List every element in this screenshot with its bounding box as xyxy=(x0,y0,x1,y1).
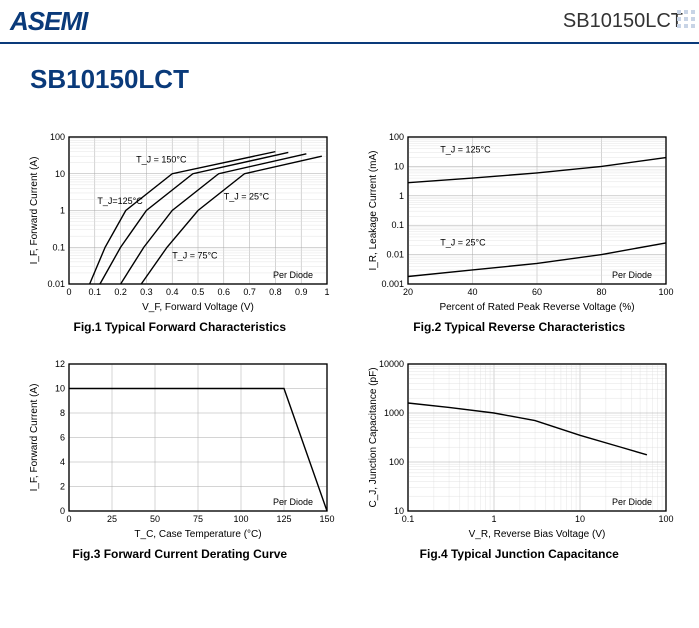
svg-text:0.5: 0.5 xyxy=(191,287,204,297)
svg-text:125: 125 xyxy=(276,514,291,524)
fig3-chart: 0 25 50 75 100 125 150 0 2 4 6 8 10 12 Per Diode T_C, C… xyxy=(25,356,335,541)
svg-text:I_F, Forward Current (A): I_F, Forward Current (A) xyxy=(29,157,40,265)
svg-text:10: 10 xyxy=(55,384,65,394)
fig4-block: 0.111010010100100010000Per DiodeV_R, Rev… xyxy=(362,356,678,561)
svg-text:C_J, Junction Capacitance (pF): C_J, Junction Capacitance (pF) xyxy=(368,367,379,507)
fig2-chart: 20 40 60 80 100 0.001 0.01 0.1 1 10 100 T_J = 125°C… xyxy=(364,129,674,314)
svg-text:100: 100 xyxy=(50,132,65,142)
svg-text:T_J = 150°C: T_J = 150°C xyxy=(136,155,187,165)
svg-text:0.7: 0.7 xyxy=(243,287,256,297)
svg-text:Per Diode: Per Diode xyxy=(273,270,313,280)
fig4-chart: 0.111010010100100010000Per DiodeV_R, Rev… xyxy=(364,356,674,541)
svg-text:T_J = 75°C: T_J = 75°C xyxy=(172,250,218,260)
title-area: SB10150LCT xyxy=(0,44,699,105)
svg-text:10: 10 xyxy=(394,506,404,516)
svg-text:100: 100 xyxy=(389,457,404,467)
svg-text:0: 0 xyxy=(60,506,65,516)
svg-text:100: 100 xyxy=(389,132,404,142)
svg-text:1000: 1000 xyxy=(384,408,404,418)
svg-text:4: 4 xyxy=(60,457,65,467)
svg-text:T_J=125°C: T_J=125°C xyxy=(97,196,143,206)
svg-text:Per Diode: Per Diode xyxy=(273,497,313,507)
header: ASEMI SB10150LCT xyxy=(0,0,699,44)
svg-text:0.1: 0.1 xyxy=(88,287,101,297)
svg-text:1: 1 xyxy=(492,514,497,524)
part-number-top: SB10150LCT xyxy=(563,10,683,33)
fig2-caption: Fig.2 Typical Reverse Characteristics xyxy=(413,320,625,334)
svg-text:10: 10 xyxy=(55,169,65,179)
svg-text:T_J = 125°C: T_J = 125°C xyxy=(441,144,492,154)
page-title: SB10150LCT xyxy=(30,64,699,95)
svg-text:75: 75 xyxy=(193,514,203,524)
fig3-block: 0 25 50 75 100 125 150 0 2 4 6 8 10 12 Per Diode T_C, C… xyxy=(22,356,338,561)
svg-text:0.9: 0.9 xyxy=(295,287,308,297)
decorative-dots xyxy=(677,10,695,28)
svg-text:10: 10 xyxy=(575,514,585,524)
svg-text:10000: 10000 xyxy=(379,359,404,369)
svg-text:Per Diode: Per Diode xyxy=(612,270,652,280)
fig4-caption: Fig.4 Typical Junction Capacitance xyxy=(420,547,619,561)
svg-text:60: 60 xyxy=(532,287,542,297)
svg-text:80: 80 xyxy=(597,287,607,297)
svg-text:0.1: 0.1 xyxy=(52,242,65,252)
svg-text:0.001: 0.001 xyxy=(382,279,405,289)
logo: ASEMI xyxy=(10,6,87,37)
svg-text:100: 100 xyxy=(233,514,248,524)
svg-text:1: 1 xyxy=(60,206,65,216)
svg-text:0: 0 xyxy=(66,514,71,524)
svg-text:0.3: 0.3 xyxy=(140,287,153,297)
svg-text:25: 25 xyxy=(107,514,117,524)
svg-text:1: 1 xyxy=(324,287,329,297)
svg-text:I_R, Leakage Current (mA): I_R, Leakage Current (mA) xyxy=(368,150,379,270)
svg-text:100: 100 xyxy=(659,287,674,297)
svg-text:T_J = 25°C: T_J = 25°C xyxy=(441,238,487,248)
svg-text:0.01: 0.01 xyxy=(47,279,65,289)
svg-text:0: 0 xyxy=(66,287,71,297)
svg-text:150: 150 xyxy=(319,514,334,524)
svg-text:I_F, Forward Current (A): I_F, Forward Current (A) xyxy=(29,384,40,492)
svg-text:8: 8 xyxy=(60,408,65,418)
svg-text:100: 100 xyxy=(659,514,674,524)
fig3-caption: Fig.3 Forward Current Derating Curve xyxy=(72,547,287,561)
fig2-block: 20 40 60 80 100 0.001 0.01 0.1 1 10 100 T_J = 125°C… xyxy=(362,129,678,334)
svg-text:0.1: 0.1 xyxy=(392,220,405,230)
svg-text:40: 40 xyxy=(468,287,478,297)
svg-text:12: 12 xyxy=(55,359,65,369)
svg-text:Per Diode: Per Diode xyxy=(612,497,652,507)
fig1-block: 0 0.1 0.2 0.3 0.4 0.5 0.6 0.7 0.8 0.9 1 0.01 0.1 1 10 1… xyxy=(22,129,338,334)
svg-text:50: 50 xyxy=(150,514,160,524)
fig1-chart: 0 0.1 0.2 0.3 0.4 0.5 0.6 0.7 0.8 0.9 1 0.01 0.1 1 10 1… xyxy=(25,129,335,314)
svg-text:T_C, Case Temperature (°C): T_C, Case Temperature (°C) xyxy=(134,529,261,540)
svg-text:2: 2 xyxy=(60,482,65,492)
charts-grid: 00.10.20.30.40.50.60.70.80.910.010.11101… xyxy=(0,105,699,571)
svg-text:0.6: 0.6 xyxy=(217,287,230,297)
svg-text:10: 10 xyxy=(394,161,404,171)
svg-text:20: 20 xyxy=(403,287,413,297)
svg-text:Percent of Rated Peak Reverse: Percent of Rated Peak Reverse Voltage (%… xyxy=(440,302,635,313)
svg-text:0.8: 0.8 xyxy=(269,287,282,297)
svg-text:V_F, Forward Voltage (V): V_F, Forward Voltage (V) xyxy=(142,302,254,313)
svg-text:6: 6 xyxy=(60,433,65,443)
svg-text:0.4: 0.4 xyxy=(166,287,179,297)
svg-text:0.2: 0.2 xyxy=(114,287,127,297)
svg-text:T_J = 25°C: T_J = 25°C xyxy=(224,191,270,201)
fig1-caption: Fig.1 Typical Forward Characteristics xyxy=(73,320,286,334)
svg-text:1: 1 xyxy=(399,191,404,201)
svg-text:V_R, Reverse Bias Voltage (V): V_R, Reverse Bias Voltage (V) xyxy=(469,529,606,540)
svg-text:0.01: 0.01 xyxy=(387,250,405,260)
